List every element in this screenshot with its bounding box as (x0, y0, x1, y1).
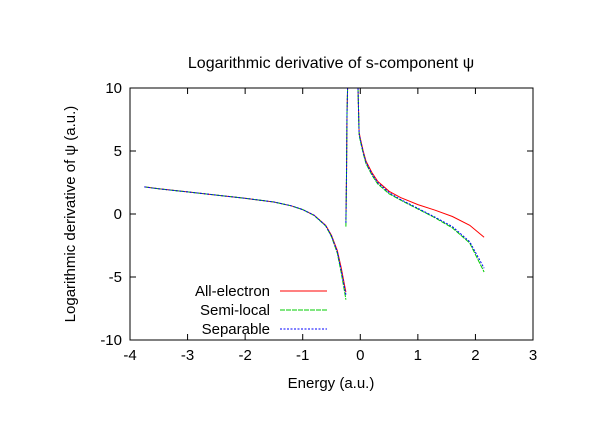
x-tick-label: 0 (356, 347, 364, 364)
series-line-1 (345, 87, 349, 227)
y-tick-label: -10 (100, 332, 122, 349)
legend-label-semi-local: Semi-local (200, 302, 270, 319)
chart-title: Logarithmic derivative of s-component ψ (188, 55, 474, 72)
series-line-0 (144, 186, 347, 293)
x-tick-label: -2 (238, 347, 251, 364)
series-line-2 (345, 87, 349, 223)
legend-label-all-electron: All-electron (195, 283, 270, 300)
x-tick-label: 2 (471, 347, 479, 364)
legend: All-electron Semi-local Separable (195, 283, 327, 338)
series-layer (144, 87, 485, 300)
y-tick-label: -5 (109, 269, 122, 286)
series-line-0 (357, 87, 485, 238)
series-line-2 (357, 87, 485, 269)
y-tick-label: 0 (114, 206, 122, 223)
x-tick-label: -3 (181, 347, 194, 364)
x-tick-label: -4 (123, 347, 136, 364)
series-line-2 (144, 186, 347, 295)
legend-label-separable: Separable (202, 321, 270, 338)
x-tick-label: -1 (296, 347, 309, 364)
y-tick-label: 10 (105, 80, 122, 97)
x-tick-label: 1 (414, 347, 422, 364)
x-tick-label: 3 (529, 347, 537, 364)
x-axis-label: Energy (a.u.) (288, 375, 375, 392)
y-axis-label: Logarithmic derivative of ψ (a.u.) (62, 106, 79, 323)
plot-frame (129, 87, 534, 341)
series-line-1 (357, 87, 485, 273)
y-tick-label: 5 (114, 143, 122, 160)
